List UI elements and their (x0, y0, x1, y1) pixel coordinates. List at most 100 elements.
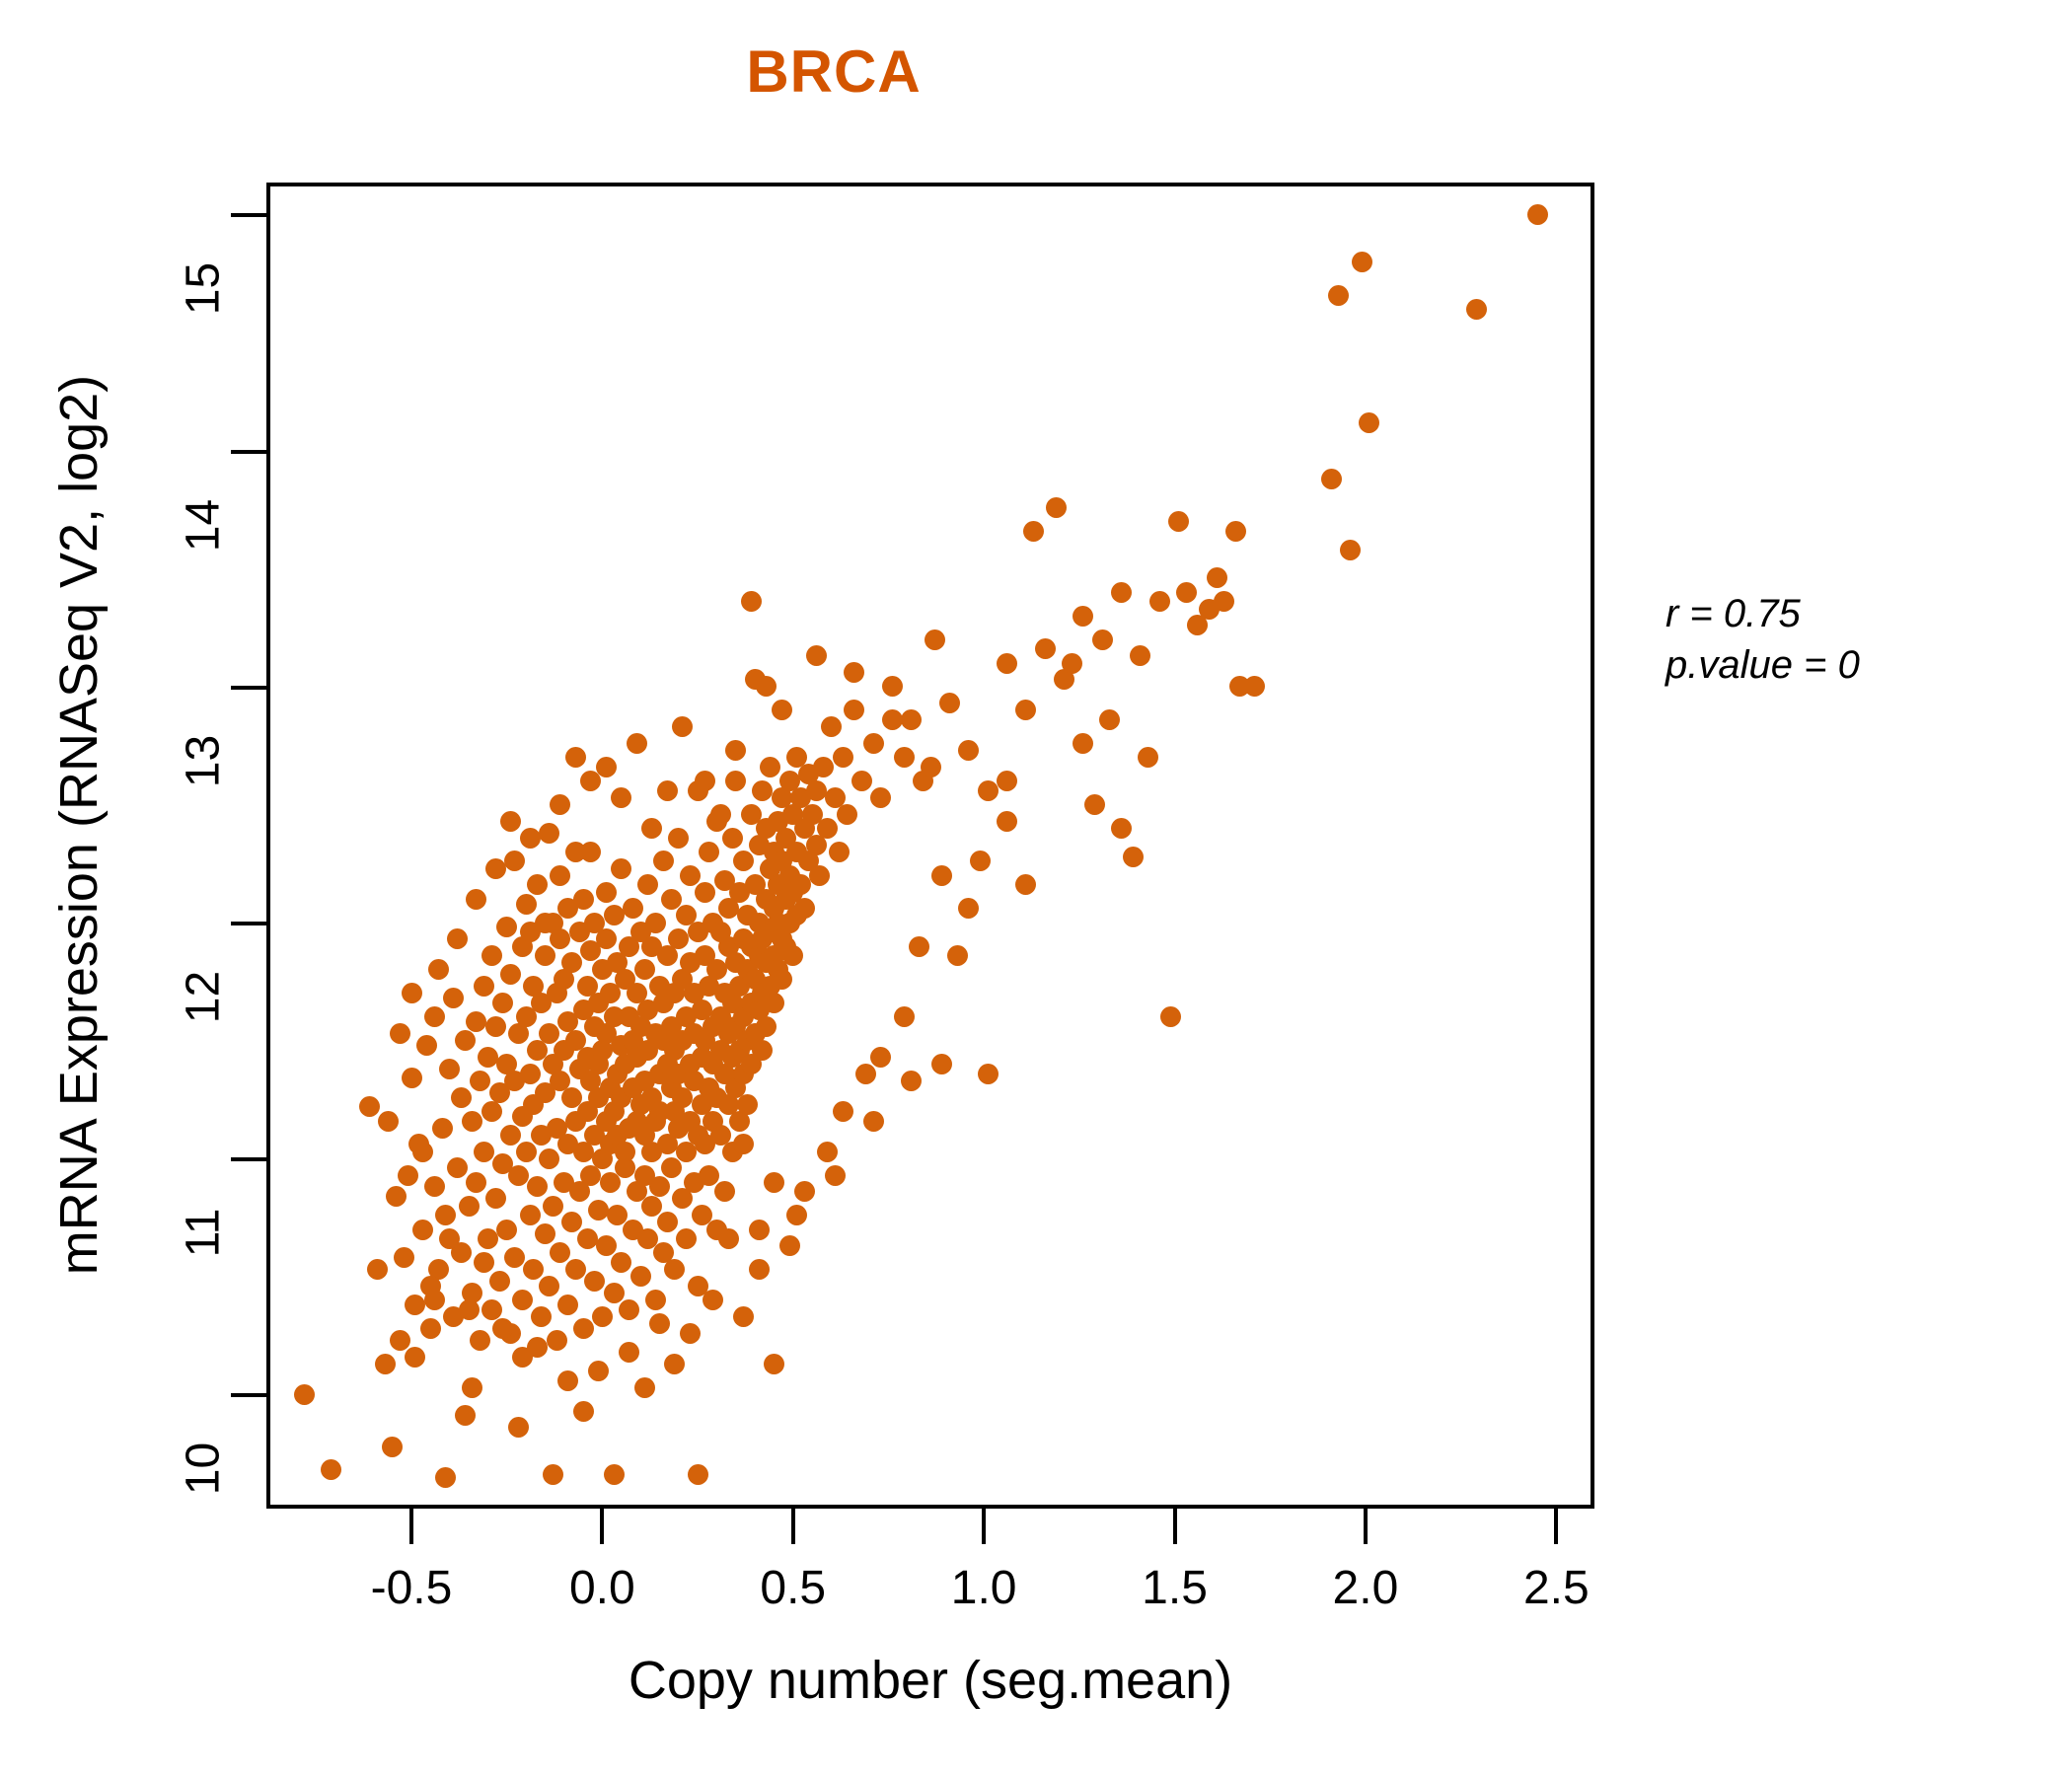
data-point (660, 1157, 682, 1179)
data-point (523, 1259, 545, 1281)
data-point (561, 1086, 583, 1108)
data-point (599, 1171, 621, 1193)
data-point (633, 1376, 655, 1398)
data-point (756, 676, 777, 698)
data-point (637, 1228, 659, 1250)
data-point (382, 1436, 404, 1457)
data-point (771, 700, 792, 721)
data-point (557, 1011, 579, 1033)
data-point (401, 983, 422, 1004)
x-axis-tick-label: 2.0 (1332, 1562, 1399, 1614)
data-point (619, 935, 640, 957)
data-point (519, 827, 541, 849)
data-point (564, 747, 586, 769)
data-point (733, 1134, 755, 1155)
data-point (1187, 615, 1209, 636)
data-point (809, 864, 831, 886)
data-point (572, 888, 594, 910)
data-point (881, 676, 903, 698)
data-point (450, 1086, 472, 1108)
data-point (584, 912, 606, 933)
data-point (427, 1259, 449, 1281)
data-point (416, 1034, 438, 1056)
data-point (824, 1164, 846, 1186)
data-point (778, 771, 800, 792)
data-point (740, 803, 762, 825)
y-axis-tick (231, 449, 266, 454)
data-point (542, 1464, 563, 1486)
data-point (466, 1011, 487, 1033)
data-point (656, 779, 678, 801)
data-point (507, 1023, 529, 1045)
data-point (477, 1228, 498, 1250)
y-axis-tick-label: 13 (177, 734, 230, 787)
data-point (561, 952, 583, 974)
data-point (1351, 252, 1372, 273)
data-point (870, 1046, 892, 1068)
x-axis-tick (1172, 1509, 1177, 1544)
data-point (619, 1341, 640, 1363)
data-point (862, 1110, 884, 1132)
data-point (527, 874, 549, 896)
data-point (546, 1329, 567, 1351)
data-point (1168, 511, 1190, 533)
data-point (641, 1195, 663, 1217)
data-point (538, 1023, 559, 1045)
data-point (1359, 411, 1380, 433)
data-point (817, 817, 839, 839)
data-point (793, 1181, 815, 1203)
data-point (484, 857, 506, 879)
data-point (595, 756, 617, 777)
data-point (958, 740, 980, 762)
data-point (1228, 676, 1250, 698)
data-point (699, 1164, 720, 1186)
data-point (920, 756, 941, 777)
data-point (504, 851, 526, 872)
data-point (645, 1290, 667, 1311)
data-point (691, 1205, 712, 1226)
data-point (386, 1186, 407, 1208)
data-point (958, 898, 980, 920)
data-point (592, 1306, 613, 1327)
x-axis-label: Copy number (seg.mean) (628, 1651, 1233, 1710)
data-point (1015, 874, 1037, 896)
x-axis-tick (600, 1509, 605, 1544)
data-point (412, 1141, 434, 1162)
data-point (1130, 645, 1151, 667)
data-point (580, 771, 602, 792)
data-point (439, 1228, 461, 1250)
data-point (595, 1235, 617, 1257)
data-point (1340, 539, 1362, 560)
data-point (496, 1219, 518, 1240)
data-point (805, 834, 827, 855)
data-point (443, 988, 465, 1009)
data-point (1099, 708, 1121, 730)
y-axis-tick-label: 10 (177, 1443, 230, 1496)
data-point (832, 747, 853, 769)
data-point (507, 1417, 529, 1439)
data-point (909, 935, 930, 957)
correlation-annotation: r = 0.75 p.value = 0 (1665, 588, 1860, 691)
data-point (931, 1054, 953, 1075)
data-point (531, 1306, 553, 1327)
data-point (405, 1346, 426, 1368)
data-point (546, 1117, 567, 1139)
data-point (423, 1290, 445, 1311)
data-point (740, 591, 762, 613)
data-point (561, 1212, 583, 1233)
data-point (626, 732, 647, 754)
data-point (1225, 520, 1247, 542)
data-point (649, 1176, 671, 1198)
data-point (492, 992, 514, 1013)
data-point (782, 945, 804, 967)
data-point (656, 945, 678, 967)
data-point (405, 1295, 426, 1316)
x-axis-tick-label: 1.0 (950, 1562, 1017, 1614)
data-point (764, 992, 785, 1013)
data-point (470, 1329, 491, 1351)
x-axis-tick-label: 0.5 (760, 1562, 827, 1614)
data-point (691, 999, 712, 1021)
y-axis-tick-label: 12 (177, 970, 230, 1024)
data-point (447, 928, 469, 950)
data-point (527, 1337, 549, 1359)
